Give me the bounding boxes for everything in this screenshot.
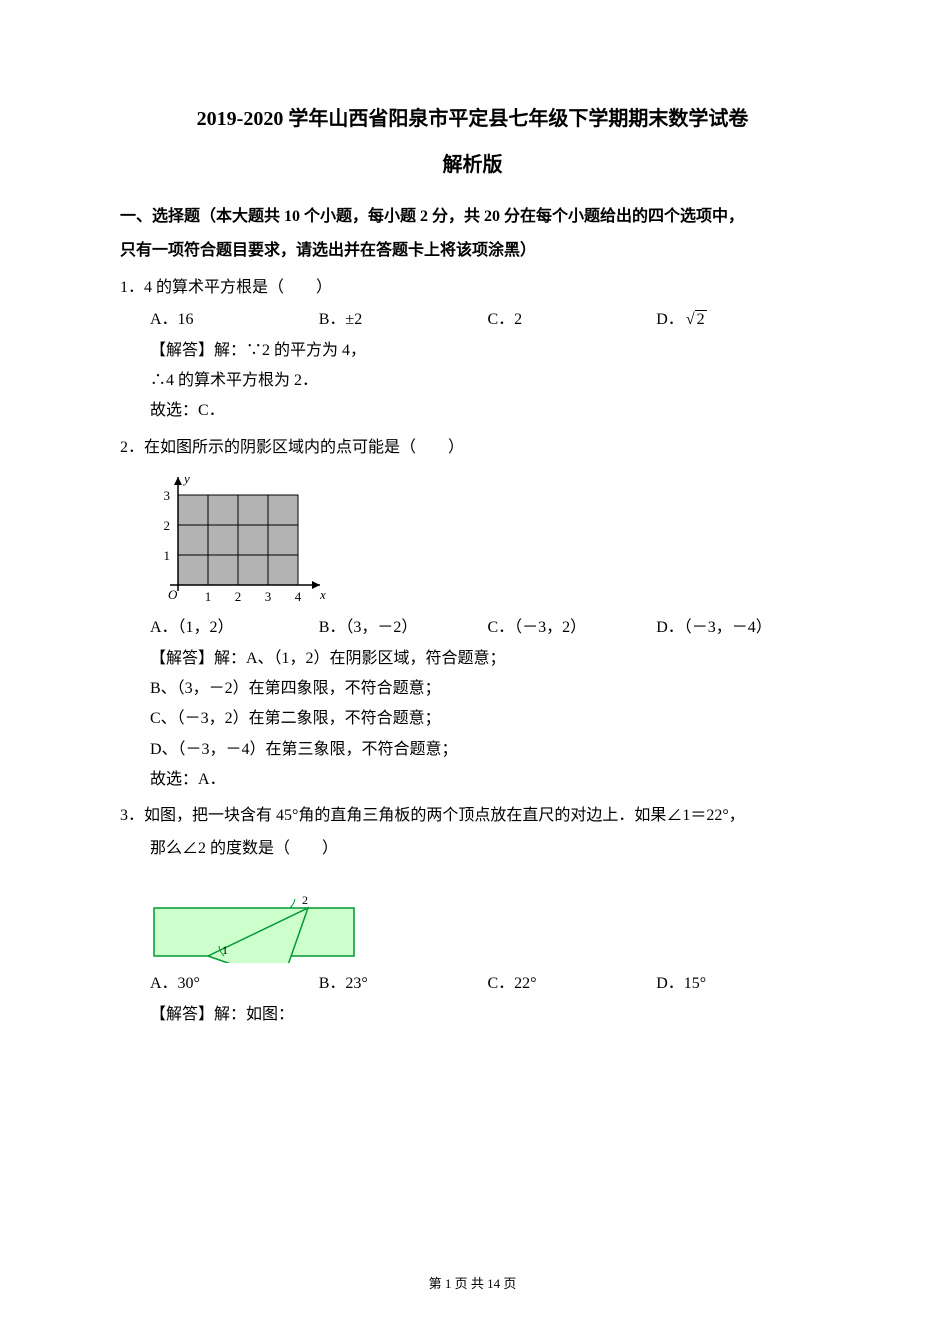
sqrt-value: 2	[695, 310, 707, 328]
q2-solution-line1: 【解答】解：A、（1，2）在阴影区域，符合题意；	[120, 644, 825, 674]
section-heading: 一、选择题（本大题共 10 个小题，每小题 2 分，共 20 分在每个小题给出的…	[120, 202, 825, 232]
option-d-prefix: D．	[656, 311, 684, 328]
section-heading-cont: 只有一项符合题目要求，请选出并在答题卡上将该项涂黑）	[120, 236, 825, 266]
option-d: D． 2	[656, 305, 825, 335]
option-d: D．15°	[656, 969, 825, 999]
option-a: A．30°	[150, 969, 319, 999]
svg-text:3: 3	[164, 488, 171, 503]
question-1-stem: 1．4 的算术平方根是（ ）	[120, 273, 825, 303]
q2-solution-line4: D、（－3，－4）在第三象限，不符合题意；	[120, 735, 825, 765]
option-a: A．16	[150, 305, 319, 335]
option-d: D．（－3，－4）	[656, 613, 825, 643]
exam-title: 2019-2020 学年山西省阳泉市平定县七年级下学期期末数学试卷	[120, 100, 825, 138]
q3-figure: 21	[120, 868, 825, 963]
option-c: C．（－3，2）	[488, 613, 657, 643]
question-2-stem: 2．在如图所示的阴影区域内的点可能是（ ）	[120, 433, 825, 463]
page-container: 2019-2020 学年山西省阳泉市平定县七年级下学期期末数学试卷 解析版 一、…	[0, 0, 945, 1337]
svg-text:2: 2	[302, 893, 308, 907]
triangle-ruler-figure: 21	[150, 868, 360, 963]
svg-text:4: 4	[295, 589, 302, 604]
exam-subtitle: 解析版	[120, 146, 825, 184]
svg-text:1: 1	[164, 548, 171, 563]
q1-solution-line3: 故选：C．	[120, 396, 825, 426]
option-c: C．22°	[488, 969, 657, 999]
q2-solution-line2: B、（3，－2）在第四象限，不符合题意；	[120, 674, 825, 704]
question-3-stem-line1: 3．如图，把一块含有 45°角的直角三角板的两个顶点放在直尺的对边上．如果∠1＝…	[120, 801, 825, 831]
svg-text:1: 1	[205, 589, 212, 604]
question-3-stem-line2: 那么∠2 的度数是（ ）	[120, 834, 825, 864]
svg-text:x: x	[319, 587, 326, 602]
q1-solution-line2: ∴4 的算术平方根为 2．	[120, 366, 825, 396]
option-c: C．2	[488, 305, 657, 335]
q2-solution-line3: C、（－3，2）在第二象限，不符合题意；	[120, 704, 825, 734]
page-footer: 第 1 页 共 14 页	[0, 1272, 945, 1297]
q1-solution-line1: 【解答】解：∵2 的平方为 4，	[120, 336, 825, 366]
question-2-options: A．（1，2） B．（3，－2） C．（－3，2） D．（－3，－4）	[120, 613, 825, 643]
svg-text:2: 2	[164, 518, 171, 533]
question-3-options: A．30° B．23° C．22° D．15°	[120, 969, 825, 999]
svg-text:2: 2	[235, 589, 242, 604]
sqrt-icon: 2	[684, 305, 707, 335]
grid-chart: 1 2 3 4 1 2 3 Ox y	[150, 467, 340, 607]
svg-text:y: y	[182, 471, 190, 486]
question-1-options: A．16 B．±2 C．2 D． 2	[120, 305, 825, 335]
q3-solution-line1: 【解答】解：如图：	[120, 1000, 825, 1030]
option-b: B．23°	[319, 969, 488, 999]
svg-text:O: O	[168, 587, 178, 602]
q2-solution-line5: 故选：A．	[120, 765, 825, 795]
svg-text:3: 3	[265, 589, 272, 604]
option-b: B．（3，－2）	[319, 613, 488, 643]
option-b: B．±2	[319, 305, 488, 335]
q2-figure: 1 2 3 4 1 2 3 Ox y	[120, 467, 825, 607]
option-a: A．（1，2）	[150, 613, 319, 643]
svg-text:1: 1	[222, 943, 228, 957]
